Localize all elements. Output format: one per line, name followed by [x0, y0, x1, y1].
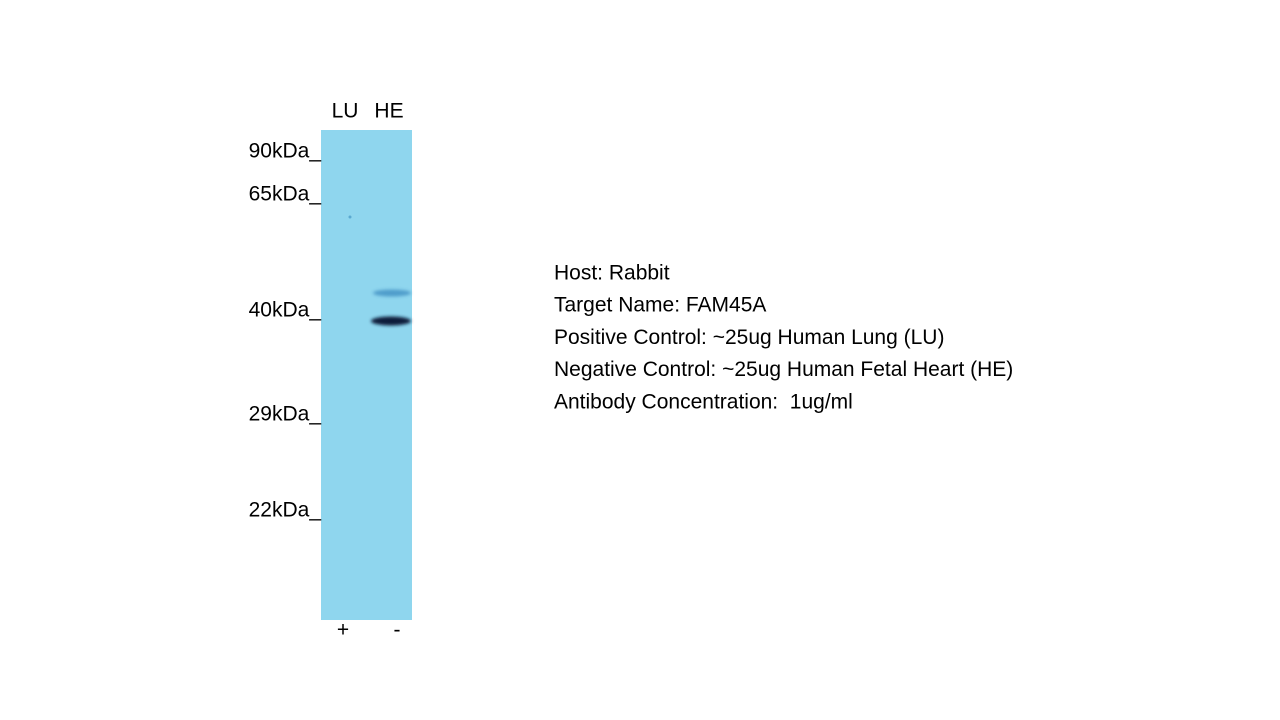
marker-label: 90kDa_: [249, 140, 322, 163]
lane-sign: -: [394, 619, 401, 642]
blot-membrane: [321, 130, 412, 620]
marker-label: 65kDa_: [249, 183, 322, 206]
lane-label: LU: [332, 100, 359, 123]
strong-band: [371, 316, 411, 326]
info-line: Negative Control: ~25ug Human Fetal Hear…: [554, 358, 1013, 381]
info-line: Positive Control: ~25ug Human Lung (LU): [554, 326, 944, 349]
info-line: Antibody Concentration: 1ug/ml: [554, 390, 853, 413]
speck: [348, 215, 352, 219]
labels: LU HE + - 90kDa_ 65kDa_ 40kDa_ 29kDa_ 22kDa_ Host…: [249, 100, 1014, 642]
marker-label: 29kDa_: [249, 403, 322, 426]
info-line: Host: Rabbit: [554, 262, 670, 285]
faint-band: [373, 289, 411, 297]
marker-label: 22kDa_: [249, 499, 322, 522]
lane-label: HE: [374, 100, 403, 123]
marker-label: 40kDa_: [249, 299, 322, 322]
info-line: Target Name: FAM45A: [554, 294, 766, 317]
lane-sign: +: [337, 619, 349, 642]
